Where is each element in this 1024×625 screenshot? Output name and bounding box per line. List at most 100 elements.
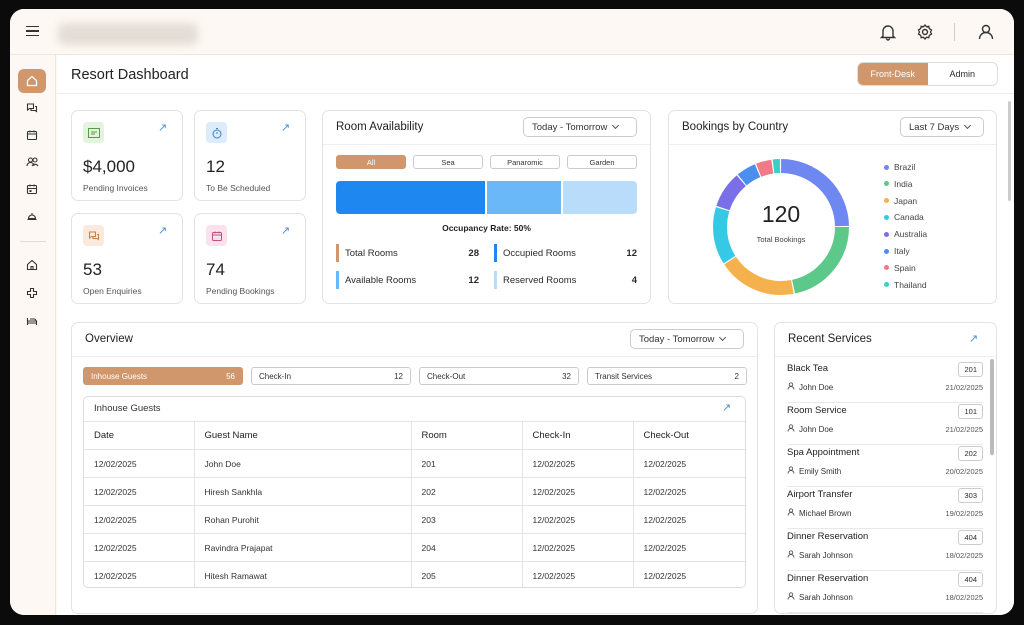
page-scrollbar[interactable] (1008, 101, 1011, 201)
donut-slice-india[interactable] (713, 159, 849, 295)
expand-arrow-icon[interactable]: ↗ (722, 402, 732, 414)
table-row[interactable]: 12/02/2025 Ravindra Prajapat 204 12/02/2025… (84, 533, 745, 562)
user-icon[interactable] (977, 23, 995, 41)
stat-value: 4 (631, 274, 637, 286)
service-date: 21/02/2025 (945, 425, 983, 434)
guest-name: Michael Brown (799, 508, 852, 518)
recent-services-card: Recent Services ↗ Black Tea 201 John Doe 21… (774, 322, 997, 614)
table-title: Inhouse Guests (94, 403, 161, 414)
overview-card: Overview Today - Tomorrow Inhouse Guests… (71, 322, 758, 614)
table-cell: 12/02/2025 (633, 533, 745, 562)
calendar-grid-icon[interactable] (18, 177, 46, 201)
tab-panoramic[interactable]: Panaromic (490, 155, 560, 169)
donut-slice-canada[interactable] (713, 159, 849, 295)
service-guest: John Doe (787, 382, 833, 392)
service-bell-icon[interactable] (18, 204, 46, 228)
service-name: Dinner Reservation (787, 573, 869, 584)
chat-icon[interactable] (18, 96, 46, 120)
table-cell: 12/02/2025 (84, 533, 195, 562)
legend-dot (884, 265, 889, 271)
expand-arrow-icon[interactable]: ↗ (969, 333, 979, 345)
donut-slice-japan[interactable] (713, 159, 849, 295)
service-item[interactable]: Spa Appointment 202 Emily Smith 20/02/2025 (787, 445, 983, 487)
scrollbar[interactable] (990, 359, 994, 455)
column-header[interactable]: Check-In (522, 421, 634, 450)
kpi-card-invoices[interactable]: ↗ $4,000 Pending Invoices (71, 110, 183, 201)
table-cell: 12/02/2025 (633, 449, 745, 478)
range-dropdown[interactable]: Today - Tomorrow (630, 329, 744, 349)
table-cell: 201 (411, 449, 523, 478)
bell-icon[interactable] (879, 23, 897, 41)
medical-cross-icon[interactable] (18, 281, 46, 305)
tab-count: 12 (394, 371, 403, 381)
bed-icon[interactable] (18, 309, 46, 333)
range-dropdown[interactable]: Last 7 Days (900, 117, 984, 137)
table-cell: Hitesh Ramawat (194, 561, 412, 587)
tab-garden[interactable]: Garden (567, 155, 637, 169)
table-cell: 12/02/2025 (522, 561, 634, 587)
table-row[interactable]: 12/02/2025 Rohan Purohit 203 12/02/2025 12/0… (84, 505, 745, 534)
mode-switch[interactable]: Front-Desk Admin (857, 62, 998, 86)
table-cell: 12/02/2025 (522, 533, 634, 562)
guests-table-panel: Inhouse Guests ↗ Date Guest Name Room Ch… (83, 396, 746, 588)
chevron-down-icon (964, 121, 972, 130)
service-date: 19/02/2025 (945, 509, 983, 518)
table-row[interactable]: 12/02/2025 John Doe 201 12/02/2025 12/02/202… (84, 449, 745, 478)
tab-sea[interactable]: Sea (413, 155, 483, 169)
column-header[interactable]: Date (84, 421, 195, 450)
table-cell: Hiresh Sankhla (194, 477, 412, 506)
divider (669, 144, 996, 145)
legend-item: Spain (884, 263, 916, 273)
front-desk-tab[interactable]: Front-Desk (858, 63, 928, 85)
dropdown-value: Today - Tomorrow (532, 121, 608, 133)
home-icon[interactable] (18, 69, 46, 93)
admin-tab[interactable]: Admin (949, 69, 975, 79)
service-date: 20/02/2025 (945, 467, 983, 476)
kpi-card-enquiries[interactable]: ↗ 53 Open Enquiries (71, 213, 183, 304)
room-number-badge: 303 (958, 488, 983, 503)
expand-arrow-icon[interactable]: ↗ (158, 122, 168, 134)
legend-item: Canada (884, 212, 924, 222)
expand-arrow-icon[interactable]: ↗ (281, 225, 291, 237)
kpi-label: To Be Scheduled (206, 183, 271, 193)
guests-table: Date Guest Name Room Check-In Check-Out … (84, 421, 745, 587)
kpi-card-scheduled[interactable]: ↗ 12 To Be Scheduled (194, 110, 306, 201)
home-outline-icon[interactable] (18, 253, 46, 277)
range-dropdown[interactable]: Today - Tomorrow (523, 117, 637, 137)
service-item[interactable]: Room Service 101 John Doe 21/02/2025 (787, 403, 983, 445)
menu-icon[interactable] (26, 26, 39, 36)
person-icon (787, 592, 795, 602)
tab-count: 56 (226, 371, 235, 381)
expand-arrow-icon[interactable]: ↗ (281, 122, 291, 134)
column-header[interactable]: Room (411, 421, 523, 450)
service-name: Airport Transfer (787, 489, 853, 500)
occupancy-bar (336, 181, 637, 214)
tab-check-in[interactable]: Check-In 12 (251, 367, 411, 385)
service-item[interactable]: Dinner Reservation 404 Sarah Johnson 18/02/… (787, 571, 983, 613)
expand-arrow-icon[interactable]: ↗ (158, 225, 168, 237)
tab-all[interactable]: All (336, 155, 406, 169)
table-cell: 12/02/2025 (522, 449, 634, 478)
table-row[interactable]: 12/02/2025 Hiresh Sankhla 202 12/02/2025 12/… (84, 477, 745, 506)
tab-inhouse-guests[interactable]: Inhouse Guests 56 (83, 367, 243, 385)
stat-label: Available Rooms (345, 274, 417, 286)
column-header[interactable]: Guest Name (194, 421, 412, 450)
service-date: 21/02/2025 (945, 383, 983, 392)
kpi-value: 74 (206, 260, 225, 279)
main-content: Resort Dashboard Front-Desk Admin ↗ $4,0… (57, 55, 1014, 615)
calendar-icon[interactable] (18, 123, 46, 147)
column-header[interactable]: Check-Out (633, 421, 745, 450)
legend-label: India (894, 178, 913, 189)
table-row[interactable]: 12/02/2025 Hitesh Ramawat 205 12/02/2025 12/… (84, 561, 745, 587)
tab-check-out[interactable]: Check-Out 32 (419, 367, 579, 385)
service-item[interactable]: Black Tea 201 John Doe 21/02/2025 (787, 361, 983, 403)
stat-value: 12 (468, 274, 479, 286)
gear-icon[interactable] (916, 23, 934, 41)
tab-transit-services[interactable]: Transit Services 2 (587, 367, 747, 385)
service-item[interactable]: Dinner Reservation 404 Sarah Johnson 18/02/… (787, 529, 983, 571)
kpi-card-bookings[interactable]: ↗ 74 Pending Bookings (194, 213, 306, 304)
users-icon[interactable] (18, 150, 46, 174)
occupancy-segment (486, 181, 561, 214)
service-item[interactable]: Airport Transfer 303 Michael Brown 19/02/20… (787, 487, 983, 529)
table-cell: 12/02/2025 (522, 505, 634, 534)
